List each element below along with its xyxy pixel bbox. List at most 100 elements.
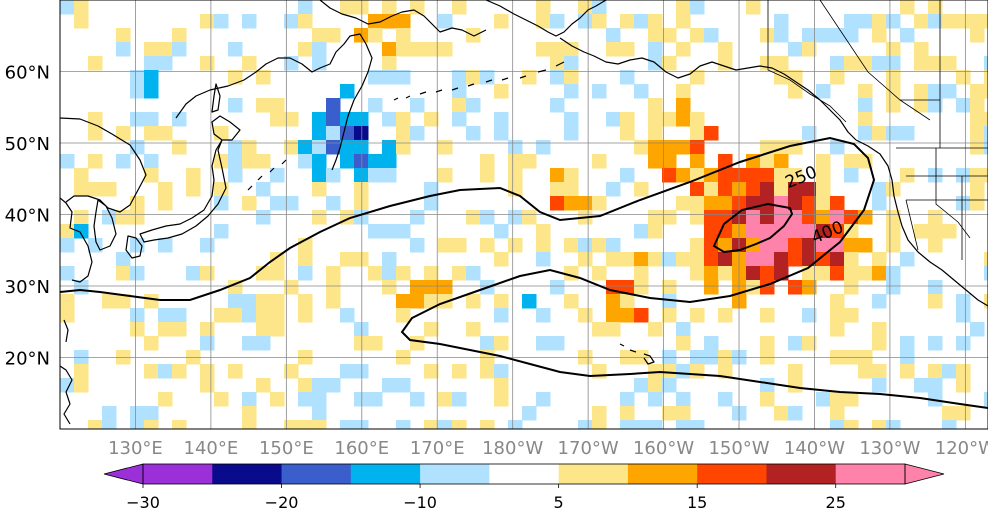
- colorbar-segment: [697, 464, 767, 484]
- anomaly-cell: [676, 168, 691, 183]
- political-borders: [767, 0, 988, 260]
- anomaly-cell: [466, 126, 481, 141]
- anomaly-cell: [410, 238, 425, 253]
- anomaly-cell: [158, 182, 173, 197]
- anomaly-cell: [382, 378, 397, 393]
- anomaly-cell: [382, 42, 397, 57]
- anomaly-cell: [452, 420, 467, 429]
- anomaly-cell: [564, 126, 579, 141]
- anomaly-cell: [704, 196, 719, 211]
- anomaly-cell: [564, 70, 579, 85]
- anomaly-cell: [508, 154, 523, 169]
- anomaly-cell: [312, 126, 327, 141]
- anomaly-cell: [312, 182, 327, 197]
- anomaly-cell: [774, 28, 789, 43]
- anomaly-cell: [718, 196, 733, 211]
- anomaly-cell: [928, 336, 943, 351]
- anomaly-cell: [228, 308, 243, 323]
- lon-tick-label: 130°E: [108, 438, 163, 459]
- anomaly-cell: [396, 112, 411, 127]
- anomaly-cell: [662, 308, 677, 323]
- lon-tick-label: 180°W: [482, 438, 543, 459]
- anomaly-cell: [760, 140, 775, 155]
- anomaly-cell: [746, 182, 761, 197]
- anomaly-cell: [578, 196, 593, 211]
- colorbar-tick-label: −20: [265, 493, 299, 511]
- anomaly-cell: [648, 42, 663, 57]
- anomaly-cell: [872, 252, 887, 267]
- anomaly-cell: [690, 364, 705, 379]
- anomaly-cell: [676, 252, 691, 267]
- coast-philippines-taiwan: [60, 319, 73, 425]
- anomaly-cell: [200, 238, 215, 253]
- anomaly-cell: [942, 56, 957, 71]
- anomaly-cell: [256, 294, 271, 309]
- anomaly-cell: [480, 238, 495, 253]
- anomaly-cell: [872, 378, 887, 393]
- anomaly-cell: [354, 154, 369, 169]
- anomaly-cell: [242, 308, 257, 323]
- anomaly-cell: [606, 308, 621, 323]
- anomaly-cell: [718, 392, 733, 407]
- anomaly-cell: [928, 14, 943, 29]
- anomaly-cell: [438, 280, 453, 295]
- anomaly-cell: [830, 224, 845, 239]
- anomaly-cell: [88, 112, 103, 127]
- anomaly-cell: [634, 308, 649, 323]
- anomaly-cell: [564, 196, 579, 211]
- anomaly-cell: [172, 364, 187, 379]
- anomaly-cell: [312, 420, 327, 429]
- anomaly-cell: [536, 42, 551, 57]
- anomaly-cell: [592, 154, 607, 169]
- anomaly-cell: [942, 406, 957, 421]
- anomaly-cell: [158, 322, 173, 337]
- anomaly-cell: [984, 266, 988, 281]
- anomaly-cell: [242, 140, 257, 155]
- anomaly-cell: [886, 126, 901, 141]
- anomaly-cell: [74, 168, 89, 183]
- anomaly-cell: [466, 70, 481, 85]
- anomaly-cell: [718, 266, 733, 281]
- anomaly-cell: [144, 70, 159, 85]
- anomaly-cell: [760, 224, 775, 239]
- anomaly-cell: [844, 392, 859, 407]
- anomaly-cell: [942, 14, 957, 29]
- anomaly-cell: [200, 336, 215, 351]
- anomaly-cell: [494, 112, 509, 127]
- anomaly-cell: [872, 364, 887, 379]
- anomaly-cell: [74, 364, 89, 379]
- anomaly-cell: [746, 266, 761, 281]
- anomaly-cell: [774, 56, 789, 71]
- anomaly-cell: [424, 196, 439, 211]
- anomaly-cell: [480, 70, 495, 85]
- anomaly-cell: [774, 238, 789, 253]
- anomaly-cell: [928, 210, 943, 225]
- anomaly-cell: [704, 210, 719, 225]
- lat-tick-label: 40°N: [5, 206, 50, 227]
- anomaly-cell: [928, 294, 943, 309]
- anomaly-cell: [424, 266, 439, 281]
- coast-korea: [93, 199, 117, 251]
- anomaly-cell: [228, 280, 243, 295]
- anomaly-cell: [494, 308, 509, 323]
- anomaly-cell: [60, 266, 75, 281]
- anomaly-cell: [942, 420, 957, 429]
- anomaly-cell: [452, 266, 467, 281]
- anomaly-cell: [158, 308, 173, 323]
- anomaly-cell: [620, 252, 635, 267]
- anomaly-cell: [592, 196, 607, 211]
- border-alaska-canada: [767, 0, 847, 123]
- anomaly-cell: [102, 294, 117, 309]
- anomaly-cell: [480, 336, 495, 351]
- anomaly-cell: [438, 168, 453, 183]
- anomaly-cell: [634, 266, 649, 281]
- anomaly-cell: [88, 56, 103, 71]
- anomaly-cell: [928, 224, 943, 239]
- anomaly-cell: [984, 126, 988, 141]
- anomaly-cell: [746, 0, 761, 15]
- anomaly-cell: [564, 42, 579, 57]
- anomaly-cell: [858, 56, 873, 71]
- anomaly-cell: [452, 364, 467, 379]
- anomaly-cell: [172, 140, 187, 155]
- border-canada-provinces: [819, 0, 941, 148]
